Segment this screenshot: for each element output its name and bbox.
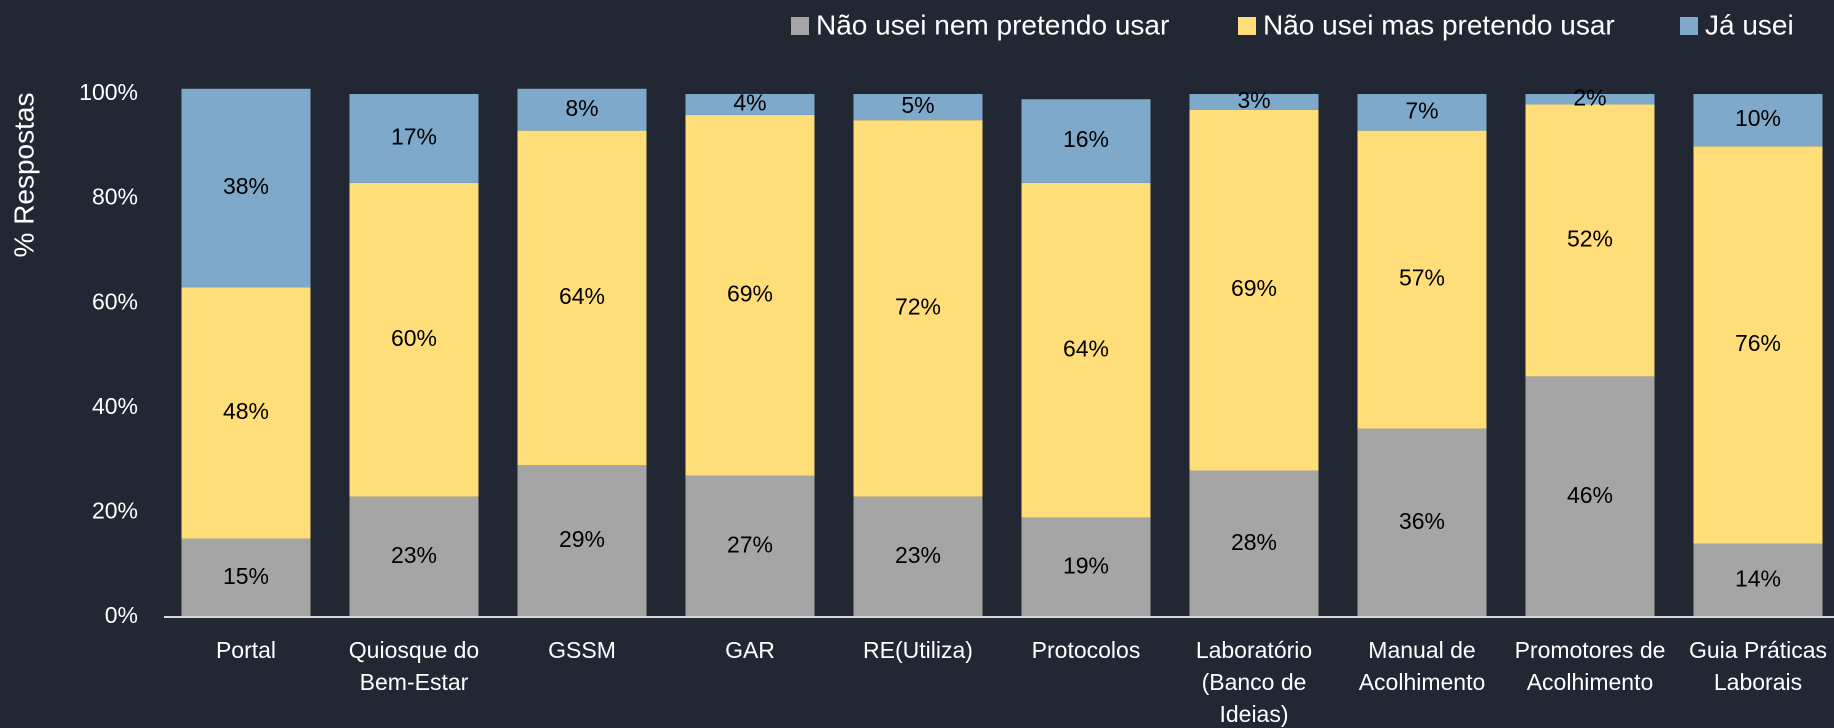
bar-segment xyxy=(853,496,983,617)
bar-segment xyxy=(853,94,983,121)
x-tick-label: RE(Utiliza) xyxy=(863,637,973,663)
data-label: 57% xyxy=(1399,265,1445,291)
bar-segment xyxy=(685,114,815,476)
data-label: 17% xyxy=(391,124,437,150)
legend-label: Já usei xyxy=(1705,9,1794,40)
x-tick-label: GSSM xyxy=(548,637,616,663)
bar-segment xyxy=(181,538,311,617)
legend-swatch xyxy=(791,17,809,35)
legend-label: Não usei nem pretendo usar xyxy=(816,9,1169,40)
data-label: 52% xyxy=(1567,226,1613,252)
y-axis-label: % Respostas xyxy=(8,93,39,258)
data-label: 3% xyxy=(1237,87,1270,113)
data-label: 16% xyxy=(1063,126,1109,152)
bar-segment xyxy=(1525,104,1655,377)
bar-segment xyxy=(1189,109,1319,471)
x-tick-label: Laborais xyxy=(1714,669,1802,695)
data-label: 23% xyxy=(391,542,437,568)
data-label: 7% xyxy=(1405,97,1438,123)
x-tick-label: (Banco de xyxy=(1202,669,1307,695)
data-label: 27% xyxy=(727,531,773,557)
bar-segment xyxy=(685,94,815,115)
data-label: 19% xyxy=(1063,552,1109,578)
bar-segment xyxy=(1021,517,1151,617)
y-tick-label: 0% xyxy=(105,602,138,628)
data-label: 15% xyxy=(223,563,269,589)
data-label: 4% xyxy=(733,90,766,116)
bar-segment xyxy=(349,182,479,497)
data-label: 60% xyxy=(391,325,437,351)
data-label: 8% xyxy=(565,95,598,121)
data-label: 14% xyxy=(1735,565,1781,591)
x-tick-label: Acolhimento xyxy=(1359,669,1486,695)
data-label: 28% xyxy=(1231,529,1277,555)
y-tick-label: 60% xyxy=(92,288,138,314)
bar-segment xyxy=(349,94,479,183)
x-tick-label: Bem-Estar xyxy=(360,669,469,695)
bar-segment xyxy=(1189,94,1319,110)
data-label: 48% xyxy=(223,398,269,424)
bar-segment xyxy=(1357,94,1487,131)
data-label: 69% xyxy=(1231,275,1277,301)
bar-segment xyxy=(349,496,479,617)
data-label: 46% xyxy=(1567,482,1613,508)
x-tick-label: Acolhimento xyxy=(1527,669,1654,695)
data-label: 64% xyxy=(559,283,605,309)
legend-swatch xyxy=(1680,17,1698,35)
bar-segment xyxy=(517,88,647,131)
bar-segment xyxy=(1021,182,1151,518)
bar-segment xyxy=(1189,470,1319,617)
x-tick-label: Laboratório xyxy=(1196,637,1312,663)
y-tick-label: 100% xyxy=(79,79,138,105)
x-tick-label: Guia Práticas xyxy=(1689,637,1827,663)
data-label: 29% xyxy=(559,526,605,552)
x-tick-label: Ideias) xyxy=(1219,701,1288,727)
data-label: 72% xyxy=(895,294,941,320)
bar-segment xyxy=(181,88,311,288)
bar-segment xyxy=(517,130,647,466)
bar-segment xyxy=(1525,94,1655,105)
data-label: 36% xyxy=(1399,508,1445,534)
x-tick-label: Manual de xyxy=(1368,637,1475,663)
bar-segment xyxy=(1693,94,1823,147)
data-label: 10% xyxy=(1735,105,1781,131)
x-tick-label: GAR xyxy=(725,637,775,663)
data-label: 2% xyxy=(1573,84,1606,110)
x-tick-label: Portal xyxy=(216,637,276,663)
x-tick-label: Protocolos xyxy=(1032,637,1141,663)
bar-segment xyxy=(1693,146,1823,544)
bar-segment xyxy=(517,465,647,617)
bar-segment xyxy=(1357,130,1487,429)
bar-segment xyxy=(181,287,311,539)
bar-segment xyxy=(1021,99,1151,183)
legend-swatch xyxy=(1238,17,1256,35)
data-label: 64% xyxy=(1063,335,1109,361)
y-tick-label: 40% xyxy=(92,393,138,419)
data-label: 38% xyxy=(223,173,269,199)
bar-segment xyxy=(1525,376,1655,617)
bar-segment xyxy=(685,475,815,617)
bar-segment xyxy=(1693,543,1823,617)
data-label: 5% xyxy=(901,92,934,118)
legend-label: Não usei mas pretendo usar xyxy=(1263,9,1615,40)
y-tick-label: 20% xyxy=(92,497,138,523)
data-label: 76% xyxy=(1735,330,1781,356)
y-tick-label: 80% xyxy=(92,184,138,210)
data-label: 23% xyxy=(895,542,941,568)
data-label: 69% xyxy=(727,280,773,306)
bar-segment xyxy=(853,120,983,497)
x-tick-label: Quiosque do xyxy=(349,637,479,663)
x-tick-label: Promotores de xyxy=(1515,637,1666,663)
bar-segment xyxy=(1357,428,1487,617)
